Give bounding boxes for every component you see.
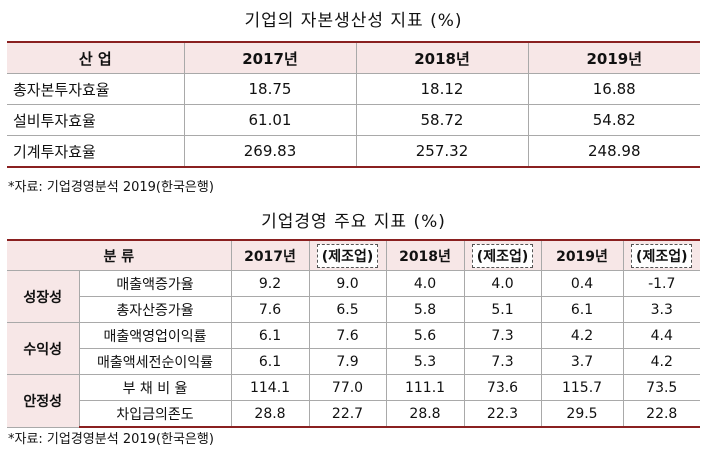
header-2018-manufacturing: (제조업) xyxy=(463,239,542,271)
table-cell: 5.8 xyxy=(385,296,465,323)
table-cell: 77.0 xyxy=(308,374,387,401)
header-2019: 2019년 xyxy=(527,41,700,74)
table-cell: 22.8 xyxy=(622,400,701,428)
header-2017: 2017년 xyxy=(230,239,310,271)
row-label: 부 채 비 율 xyxy=(78,374,232,401)
table-cell: 3.3 xyxy=(622,296,701,323)
table-cell: 9.0 xyxy=(308,270,387,297)
group-stability: 안정성 xyxy=(7,374,80,428)
table-cell: 16.88 xyxy=(527,73,700,105)
table-cell: 29.5 xyxy=(540,400,624,428)
table-cell: 4.2 xyxy=(540,322,624,349)
header-2017-manufacturing: (제조업) xyxy=(308,239,387,271)
table-row: 총자본투자효율 18.75 18.12 16.88 xyxy=(7,73,700,105)
header-2017: 2017년 xyxy=(183,41,357,74)
table-cell: 18.12 xyxy=(355,73,529,105)
table-cell: -1.7 xyxy=(622,270,701,297)
table-cell: 54.82 xyxy=(527,104,700,136)
table-cell: 4.2 xyxy=(622,348,701,375)
table-cell: 5.1 xyxy=(463,296,542,323)
table-row: 설비투자효율 61.01 58.72 54.82 xyxy=(7,104,700,136)
table-cell: 7.3 xyxy=(463,348,542,375)
table-row: 매출액세전순이익률 6.1 7.9 5.3 7.3 3.7 4.2 xyxy=(7,348,701,375)
header-2018: 2018년 xyxy=(355,41,529,74)
table-cell: 5.6 xyxy=(385,322,465,349)
table-cell: 22.3 xyxy=(463,400,542,428)
table-cell: 3.7 xyxy=(540,348,624,375)
header-2019-manufacturing: (제조업) xyxy=(622,239,701,271)
table-header-row: 산 업 2017년 2018년 2019년 xyxy=(7,41,700,74)
source-note: *자료: 기업경영분석 2019(한국은행) xyxy=(8,432,214,447)
table-row: 기계투자효율 269.83 257.32 248.98 xyxy=(7,135,700,168)
table-cell: 9.2 xyxy=(230,270,310,297)
group-growth: 성장성 xyxy=(7,270,80,323)
row-label: 차입금의존도 xyxy=(79,400,232,428)
table-cell: 6.5 xyxy=(308,296,387,323)
title-capital-productivity: 기업의 자본생산성 지표 (%) xyxy=(244,11,463,31)
table-cell: 58.72 xyxy=(355,104,529,136)
table-cell: 7.3 xyxy=(463,322,542,349)
table-cell: 7.6 xyxy=(308,322,387,349)
table-cell: 6.1 xyxy=(230,348,310,375)
row-label: 매출액세전순이익률 xyxy=(79,348,232,375)
table-cell: 18.75 xyxy=(183,73,357,105)
table-cell: 114.1 xyxy=(230,374,310,401)
row-label: 설비투자효율 xyxy=(7,104,185,136)
source-note: *자료: 기업경영분석 2019(한국은행) xyxy=(8,180,214,195)
title-business-indicators: 기업경영 주요 지표 (%) xyxy=(261,212,446,232)
table-cell: 115.7 xyxy=(540,374,624,401)
manufacturing-label: (제조업) xyxy=(471,243,534,268)
row-label: 총자산증가율 xyxy=(79,296,232,323)
table-cell: 7.9 xyxy=(308,348,387,375)
table-cell: 6.1 xyxy=(230,322,310,349)
table-cell: 22.7 xyxy=(308,400,387,428)
table-cell: 4.0 xyxy=(463,270,542,297)
table-row: 수익성 매출액영업이익률 6.1 7.6 5.6 7.3 4.2 4.4 xyxy=(7,322,701,375)
table-cell: 257.32 xyxy=(355,135,529,168)
table-cell: 111.1 xyxy=(385,374,465,401)
table-header-row: 분 류 2017년 (제조업) 2018년 (제조업) 2019년 (제조업) xyxy=(7,239,701,271)
manufacturing-label: (제조업) xyxy=(316,243,379,268)
table-row: 차입금의존도 28.8 22.7 28.8 22.3 29.5 22.8 xyxy=(7,400,701,428)
row-label: 매출액영업이익률 xyxy=(78,322,232,349)
row-label: 매출액증가율 xyxy=(78,270,232,297)
table-cell: 28.8 xyxy=(230,400,310,428)
table-cell: 269.83 xyxy=(183,135,357,168)
table-row: 안정성 부 채 비 율 114.1 77.0 111.1 73.6 115.7 … xyxy=(7,374,701,428)
capital-productivity-table: 산 업 2017년 2018년 2019년 총자본투자효율 18.75 18.1… xyxy=(7,41,700,168)
table-row: 성장성 매출액증가율 9.2 9.0 4.0 4.0 0.4 -1.7 xyxy=(7,270,701,323)
table-cell: 73.6 xyxy=(463,374,542,401)
group-profitability: 수익성 xyxy=(7,322,80,375)
header-2018: 2018년 xyxy=(385,239,465,271)
table-cell: 0.4 xyxy=(540,270,624,297)
table-cell: 5.3 xyxy=(385,348,465,375)
header-industry: 산 업 xyxy=(7,41,185,74)
table-cell: 73.5 xyxy=(622,374,701,401)
row-label: 기계투자효율 xyxy=(7,135,185,168)
table-cell: 7.6 xyxy=(230,296,310,323)
table-cell: 248.98 xyxy=(527,135,700,168)
table-cell: 4.0 xyxy=(385,270,465,297)
table-cell: 28.8 xyxy=(385,400,465,428)
table-cell: 4.4 xyxy=(622,322,701,349)
manufacturing-label: (제조업) xyxy=(631,243,693,268)
table-row: 총자산증가율 7.6 6.5 5.8 5.1 6.1 3.3 xyxy=(7,296,701,323)
header-category: 분 류 xyxy=(7,239,232,271)
header-2019: 2019년 xyxy=(540,239,624,271)
table-cell: 61.01 xyxy=(183,104,357,136)
business-indicators-table: 분 류 2017년 (제조업) 2018년 (제조업) 2019년 (제조업) … xyxy=(7,239,701,428)
row-label: 총자본투자효율 xyxy=(7,73,185,105)
table-cell: 6.1 xyxy=(540,296,624,323)
